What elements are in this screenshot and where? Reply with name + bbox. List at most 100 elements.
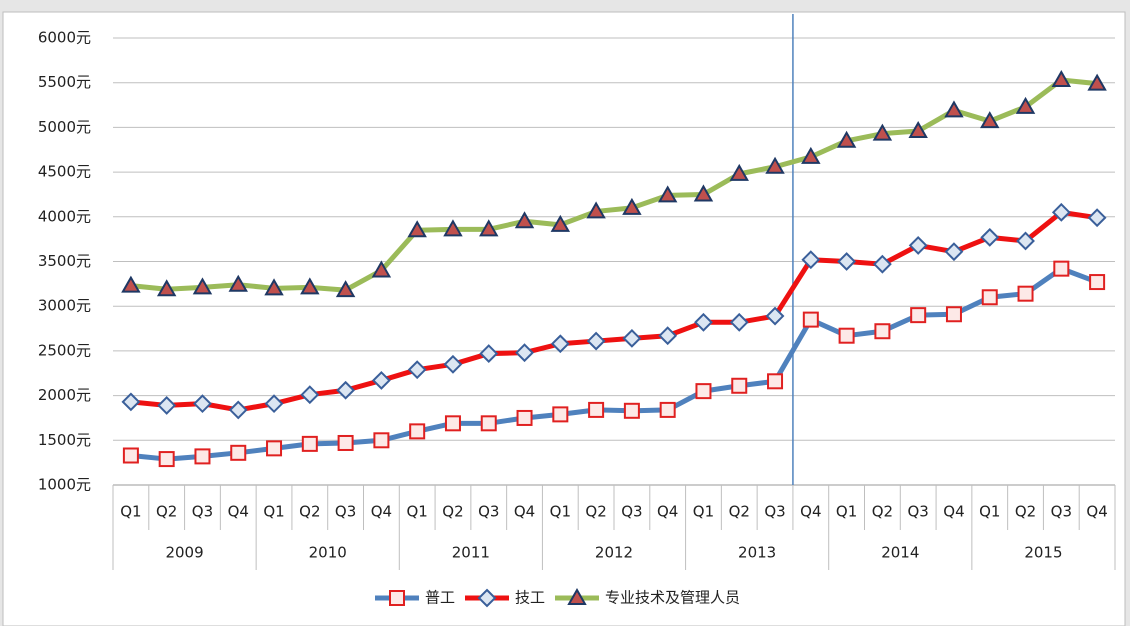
year-label: 2009 [165,544,203,562]
marker [552,406,569,423]
y-tick-label: 1000元 [38,476,91,494]
y-tick-label: 2500元 [38,341,91,359]
marker [515,343,534,363]
marker [588,401,605,418]
marker [407,220,427,238]
marker [1016,231,1035,251]
y-tick-label: 4000元 [38,207,91,225]
marker [122,447,139,464]
marker [731,377,748,394]
marker [550,214,571,232]
x-tick-label: Q1 [693,503,714,521]
marker [801,250,821,270]
marker [622,197,642,215]
marker [908,120,928,138]
marker [658,326,678,346]
marker [444,415,461,432]
marker [301,435,318,452]
x-tick-label: Q2 [156,503,177,521]
marker [836,130,857,148]
marker [802,311,819,328]
x-tick-label: Q1 [263,503,284,521]
marker [156,279,177,297]
chart-area [2,11,1126,626]
marker [801,146,821,164]
year-label: 2013 [738,544,776,562]
marker [908,235,928,255]
marker [407,360,427,380]
x-tick-label: Q3 [1051,503,1072,521]
marker [336,380,356,400]
year-label: 2010 [309,544,347,562]
x-tick-label: Q2 [585,503,606,521]
marker [389,590,405,606]
marker [158,451,175,468]
y-tick-label: 2000元 [38,386,91,404]
x-tick-label: Q4 [514,503,535,521]
y-tick-label: 5000元 [38,118,91,136]
marker [944,242,964,262]
y-tick-label: 5500元 [38,73,91,91]
marker [729,163,749,181]
marker [659,401,676,418]
x-tick-label: Q1 [979,503,1000,521]
marker [837,252,857,271]
marker [695,383,712,400]
marker [1087,208,1107,228]
x-tick-label: Q3 [764,503,785,521]
marker [980,111,1000,129]
legend-label: 普工 [425,589,455,607]
marker [872,123,893,141]
marker [623,402,640,419]
marker [622,328,642,348]
marker [264,394,284,414]
x-tick-label: Q3 [621,503,642,521]
marker [1087,73,1107,91]
marker [1051,202,1071,222]
marker [872,254,892,274]
marker [980,227,1000,247]
marker [264,278,284,296]
x-tick-label: Q3 [478,503,499,521]
legend-label: 专业技术及管理人员 [605,589,740,607]
series-line [130,77,1098,293]
legend-label: 技工 [515,589,545,607]
marker [944,100,964,118]
year-label: 2015 [1024,544,1062,562]
marker [765,156,785,174]
marker [228,400,248,420]
marker [230,444,247,461]
marker [981,289,998,306]
marker [1089,274,1106,291]
marker [765,306,785,326]
marker [443,354,463,374]
marker [1017,285,1034,302]
x-tick-label: Q3 [335,503,356,521]
y-tick-label: 3000元 [38,297,91,315]
x-tick-label: Q2 [872,503,893,521]
marker [373,432,390,449]
marker [480,415,497,432]
marker [335,280,356,298]
x-tick-label: Q4 [1086,503,1107,521]
x-tick-label: Q4 [800,503,821,521]
x-tick-label: Q2 [1015,503,1036,521]
marker [193,394,212,414]
marker [479,219,499,237]
marker [192,277,213,295]
x-tick-label: Q3 [907,503,928,521]
marker [409,423,426,440]
x-tick-label: Q4 [371,503,392,521]
marker [550,334,570,354]
marker [567,587,587,605]
x-tick-label: Q2 [729,503,750,521]
marker [371,370,391,390]
x-tick-label: Q3 [192,503,213,521]
year-label: 2011 [452,544,490,562]
x-tick-label: Q2 [299,503,320,521]
marker [479,344,499,363]
x-tick-label: Q4 [228,503,249,521]
y-tick-label: 4500元 [38,163,91,181]
